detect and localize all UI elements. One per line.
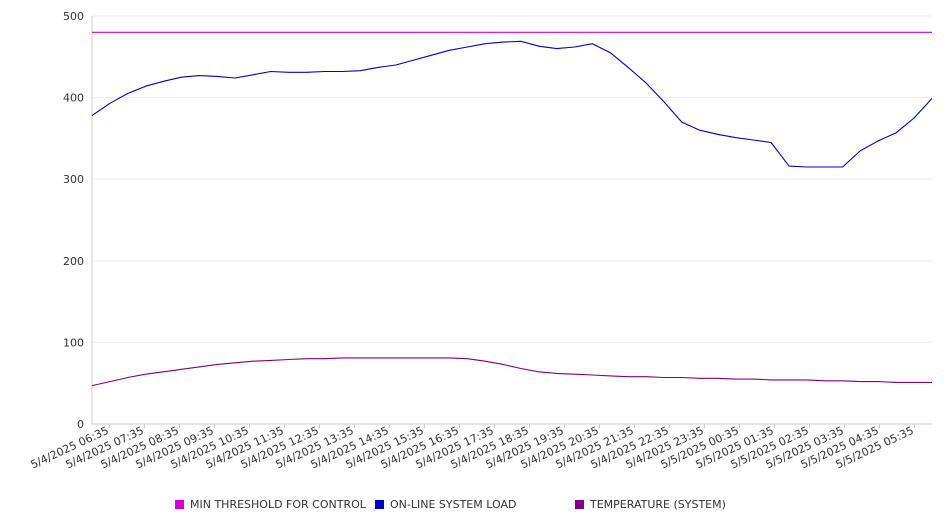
grid-layer: [92, 15, 932, 425]
y-tick-label-0: 0: [77, 418, 84, 431]
legend-swatch-min-threshold: [175, 500, 184, 509]
y-tick-label-400: 400: [63, 92, 84, 105]
series-line-on-line-system-load: [91, 40, 933, 168]
legend-item-temperature[interactable]: TEMPERATURE (SYSTEM): [575, 498, 726, 511]
legend-label-min-threshold: MIN THRESHOLD FOR CONTROL: [190, 498, 366, 511]
y-tick-labels: 0 100 200 300 400 500: [63, 10, 84, 431]
axes-layer: [91, 16, 932, 428]
y-tick-label-500: 500: [63, 10, 84, 23]
y-tick-label-200: 200: [63, 255, 84, 268]
legend-swatch-temperature: [575, 500, 584, 509]
legend-label-temperature: TEMPERATURE (SYSTEM): [590, 498, 726, 511]
series-line-temperature-system: [91, 357, 932, 387]
series-layer: [91, 31, 933, 387]
x-tick-labels: 5/4/2025 06:355/4/2025 07:355/4/2025 08:…: [29, 424, 916, 472]
legend-swatch-system-load: [375, 500, 384, 509]
y-tick-label-300: 300: [63, 173, 84, 186]
legend: MIN THRESHOLD FOR CONTROL ON-LINE SYSTEM…: [0, 498, 946, 516]
legend-item-min-threshold[interactable]: MIN THRESHOLD FOR CONTROL: [175, 498, 366, 511]
legend-item-system-load[interactable]: ON-LINE SYSTEM LOAD: [375, 498, 516, 511]
legend-label-system-load: ON-LINE SYSTEM LOAD: [390, 498, 517, 511]
y-tick-label-100: 100: [63, 336, 84, 349]
